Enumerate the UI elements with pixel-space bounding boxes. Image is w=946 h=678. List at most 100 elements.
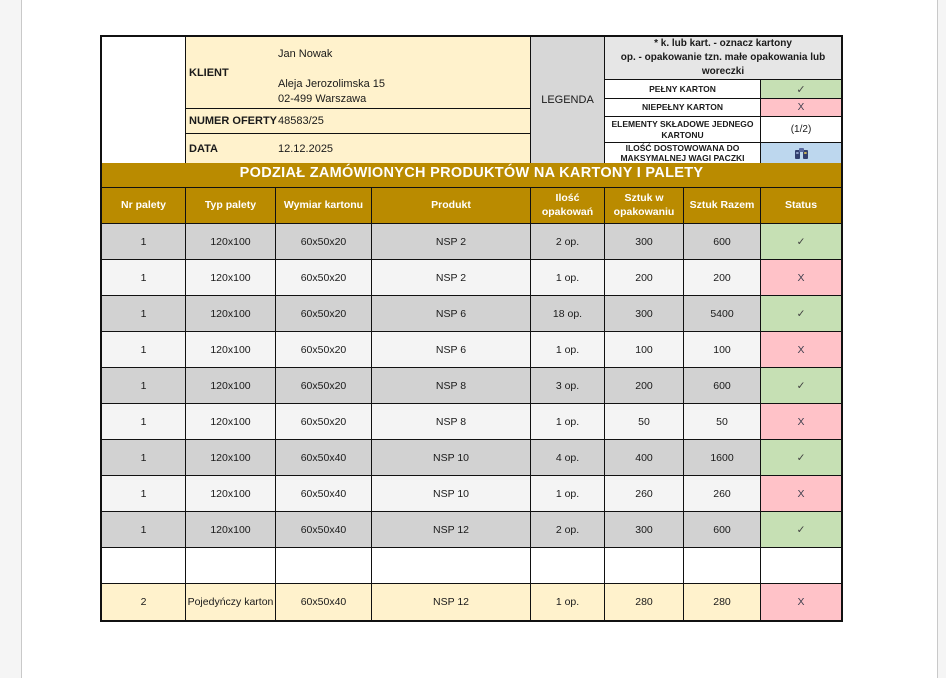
cell-produkt: [372, 548, 531, 583]
table-row: 1 120x100 60x50x20 NSP 8 3 op. 200 600 ✓: [102, 368, 841, 404]
cell-ilosc-opakowan: [531, 548, 605, 583]
cell-nr-palety: 1: [102, 476, 186, 511]
table-row: 1 120x100 60x50x40 NSP 10 4 op. 400 1600…: [102, 440, 841, 476]
cell-typ-palety: 120x100: [186, 368, 276, 403]
offer-number-label: NUMER OFERTY: [189, 115, 277, 127]
cell-sztuk-w-opakowaniu: 300: [605, 296, 684, 331]
client-address-line1: Aleja Jerozolimska 15: [278, 78, 385, 91]
header-ilosc-opakowan: Ilość opakowań: [531, 188, 605, 223]
cell-produkt: NSP 6: [372, 296, 531, 331]
cell-nr-palety: 1: [102, 368, 186, 403]
cell-nr-palety: 1: [102, 404, 186, 439]
offer-number-row: NUMER OFERTY 48583/25: [186, 109, 530, 134]
table-row: 1 120x100 60x50x20 NSP 2 1 op. 200 200 X: [102, 260, 841, 296]
cell-wymiar-kartonu: 60x50x20: [276, 332, 372, 367]
order-table-body: 1 120x100 60x50x20 NSP 2 2 op. 300 600 ✓…: [102, 224, 841, 620]
table-header-row: Nr palety Typ palety Wymiar kartonu Prod…: [102, 188, 841, 224]
cell-status: X: [761, 260, 841, 295]
cell-ilosc-opakowan: 3 op.: [531, 368, 605, 403]
page-margin-left: [0, 0, 22, 678]
legend-max-weight-label: ILOŚĆ DOSTOWOWANA DO MAKSYMALNEJ WAGI PA…: [605, 143, 761, 164]
cell-sztuk-w-opakowaniu: 280: [605, 584, 684, 620]
cell-produkt: NSP 12: [372, 584, 531, 620]
legend-full-carton-value: ✓: [761, 80, 841, 98]
header-sztuk-w-opakowaniu: Sztuk w opakowaniu: [605, 188, 684, 223]
cell-typ-palety: 120x100: [186, 224, 276, 259]
page-margin-right: [937, 0, 946, 678]
cell-wymiar-kartonu: 60x50x40: [276, 476, 372, 511]
cell-produkt: NSP 2: [372, 260, 531, 295]
cell-typ-palety: 120x100: [186, 404, 276, 439]
header-status: Status: [784, 198, 818, 211]
cell-status: ✓: [761, 368, 841, 403]
client-row: KLIENT Jan Nowak Aleja Jerozolimska 15 0…: [186, 37, 530, 109]
cell-nr-palety: 1: [102, 332, 186, 367]
cell-wymiar-kartonu: 60x50x40: [276, 584, 372, 620]
cell-typ-palety: 120x100: [186, 512, 276, 547]
cell-ilosc-opakowan: 1 op.: [531, 476, 605, 511]
cell-sztuk-razem: 600: [684, 512, 761, 547]
cell-sztuk-w-opakowaniu: 400: [605, 440, 684, 475]
cell-status: X: [761, 476, 841, 511]
legend-row-max-weight: ILOŚĆ DOSTOWOWANA DO MAKSYMALNEJ WAGI PA…: [605, 143, 841, 164]
cell-wymiar-kartonu: [276, 548, 372, 583]
cell-sztuk-razem: 600: [684, 224, 761, 259]
date-value: 12.12.2025: [278, 142, 334, 155]
cell-sztuk-w-opakowaniu: 50: [605, 404, 684, 439]
cell-typ-palety: 120x100: [186, 260, 276, 295]
legend-carton-elements-value: (1/2): [790, 124, 812, 135]
header-nr-palety: Nr palety: [102, 188, 186, 223]
legend-max-weight-value: [761, 143, 841, 164]
table-row: 1 120x100 60x50x40 NSP 10 1 op. 260 260 …: [102, 476, 841, 512]
client-label: KLIENT: [189, 66, 229, 79]
cell-sztuk-razem: 50: [684, 404, 761, 439]
client-name: Jan Nowak: [278, 48, 333, 60]
order-document: KLIENT Jan Nowak Aleja Jerozolimska 15 0…: [100, 35, 843, 622]
cell-ilosc-opakowan: 4 op.: [531, 440, 605, 475]
cell-wymiar-kartonu: 60x50x40: [276, 512, 372, 547]
cell-sztuk-razem: 5400: [684, 296, 761, 331]
legend-row-carton-elements: ELEMENTY SKŁADOWE JEDNEGO KARTONU (1/2): [605, 117, 841, 143]
cell-status: ✓: [761, 296, 841, 331]
cell-wymiar-kartonu: 60x50x20: [276, 296, 372, 331]
cell-wymiar-kartonu: 60x50x20: [276, 260, 372, 295]
client-values: Jan Nowak Aleja Jerozolimska 15 02-499 W…: [278, 37, 385, 108]
cell-sztuk-razem: 100: [684, 332, 761, 367]
cell-status: X: [761, 584, 841, 620]
legend-block: * k. lub kart. - oznacz kartony op. - op…: [605, 37, 841, 164]
cell-sztuk-razem: 600: [684, 368, 761, 403]
weight-icon: [794, 147, 808, 159]
legend-carton-elements-label: ELEMENTY SKŁADOWE JEDNEGO KARTONU: [605, 117, 761, 142]
cell-sztuk-w-opakowaniu: 100: [605, 332, 684, 367]
cell-wymiar-kartonu: 60x50x20: [276, 404, 372, 439]
offer-number-value: 48583/25: [278, 115, 324, 127]
legend-row-partial-carton: NIEPEŁNY KARTON X: [605, 99, 841, 117]
cell-produkt: NSP 2: [372, 224, 531, 259]
header-produkt: Produkt: [372, 188, 531, 223]
cell-sztuk-razem: 1600: [684, 440, 761, 475]
cell-status: ✓: [761, 512, 841, 547]
empty-corner-cell: [102, 37, 186, 164]
cell-sztuk-w-opakowaniu: 260: [605, 476, 684, 511]
cell-typ-palety: 120x100: [186, 296, 276, 331]
cell-produkt: NSP 10: [372, 440, 531, 475]
legend-row-full-carton: PEŁNY KARTON ✓: [605, 80, 841, 99]
cell-sztuk-w-opakowaniu: 200: [605, 260, 684, 295]
legend-partial-carton-label: NIEPEŁNY KARTON: [605, 99, 761, 116]
cell-status: ✓: [761, 440, 841, 475]
cell-sztuk-razem: 260: [684, 476, 761, 511]
legend-note-line1: * k. lub kart. - oznacz kartony: [654, 38, 792, 49]
cell-produkt: NSP 10: [372, 476, 531, 511]
cell-produkt: NSP 8: [372, 368, 531, 403]
cell-ilosc-opakowan: 18 op.: [531, 296, 605, 331]
legend-note: * k. lub kart. - oznacz kartony op. - op…: [605, 37, 841, 80]
client-address-line2: 02-499 Warszawa: [278, 92, 367, 105]
cell-status: [761, 548, 841, 583]
cell-produkt: NSP 6: [372, 332, 531, 367]
table-row: 1 120x100 60x50x20 NSP 8 1 op. 50 50 X: [102, 404, 841, 440]
cell-status: ✓: [761, 224, 841, 259]
cell-sztuk-razem: 280: [684, 584, 761, 620]
cell-ilosc-opakowan: 2 op.: [531, 224, 605, 259]
cell-nr-palety: [102, 548, 186, 583]
cell-sztuk-w-opakowaniu: 300: [605, 224, 684, 259]
